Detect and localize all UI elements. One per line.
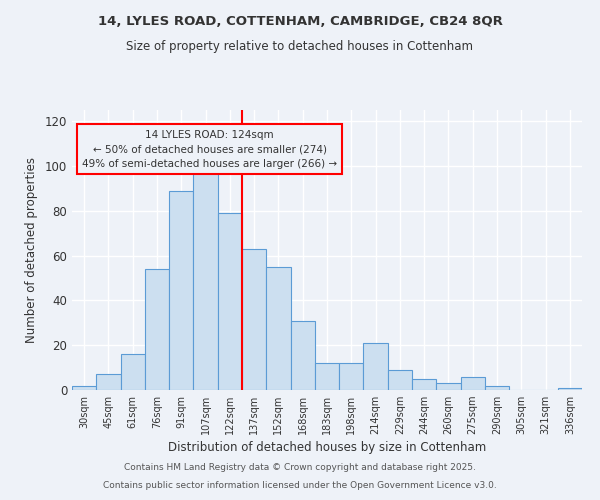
Bar [218,213,242,390]
Text: 14 LYLES ROAD: 124sqm
← 50% of detached houses are smaller (274)
49% of semi-det: 14 LYLES ROAD: 124sqm ← 50% of detached … [82,130,337,169]
Y-axis label: Number of detached properties: Number of detached properties [25,157,38,343]
Bar [412,379,436,390]
Bar [315,363,339,390]
Bar [266,267,290,390]
Bar [290,320,315,390]
Bar [169,190,193,390]
Bar [485,386,509,390]
Bar [242,249,266,390]
Bar [436,384,461,390]
Bar [388,370,412,390]
Text: Size of property relative to detached houses in Cottenham: Size of property relative to detached ho… [127,40,473,53]
X-axis label: Distribution of detached houses by size in Cottenham: Distribution of detached houses by size … [168,442,486,454]
Bar [121,354,145,390]
Bar [558,388,582,390]
Bar [145,269,169,390]
Text: 14, LYLES ROAD, COTTENHAM, CAMBRIDGE, CB24 8QR: 14, LYLES ROAD, COTTENHAM, CAMBRIDGE, CB… [98,15,502,28]
Bar [364,343,388,390]
Bar [339,363,364,390]
Bar [96,374,121,390]
Text: Contains public sector information licensed under the Open Government Licence v3: Contains public sector information licen… [103,481,497,490]
Bar [461,376,485,390]
Text: Contains HM Land Registry data © Crown copyright and database right 2025.: Contains HM Land Registry data © Crown c… [124,464,476,472]
Bar [193,166,218,390]
Bar [72,386,96,390]
